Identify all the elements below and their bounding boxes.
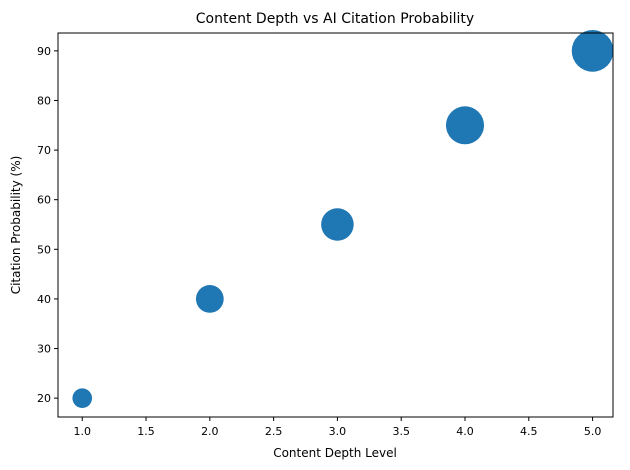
x-tick-label: 3.5 [392,425,410,438]
x-axis-label: Content Depth Level [273,446,397,460]
x-tick-label: 5.0 [584,425,602,438]
x-tick-label: 3.0 [329,425,347,438]
x-tick-label: 1.0 [73,425,91,438]
scatter-point [321,208,354,241]
x-tick-label: 2.5 [265,425,283,438]
x-tick-label: 1.5 [137,425,155,438]
y-tick-label: 40 [37,293,51,306]
scatter-point [571,30,614,72]
y-tick-label: 50 [37,243,51,256]
x-tick-label: 4.5 [520,425,538,438]
y-tick-label: 70 [37,144,51,157]
scatter-point [72,388,93,408]
y-tick-label: 30 [37,343,51,356]
y-tick-label: 60 [37,194,51,207]
y-axis-label: Citation Probability (%) [9,156,23,295]
y-tick-label: 90 [37,45,51,58]
x-tick-label: 2.0 [201,425,219,438]
y-tick-label: 80 [37,94,51,107]
scatter-point [445,106,485,145]
y-tick-label: 20 [37,392,51,405]
x-tick-label: 4.0 [456,425,474,438]
chart-title: Content Depth vs AI Citation Probability [196,11,474,27]
plot-area-frame [57,32,614,418]
scatter-point [195,285,224,313]
